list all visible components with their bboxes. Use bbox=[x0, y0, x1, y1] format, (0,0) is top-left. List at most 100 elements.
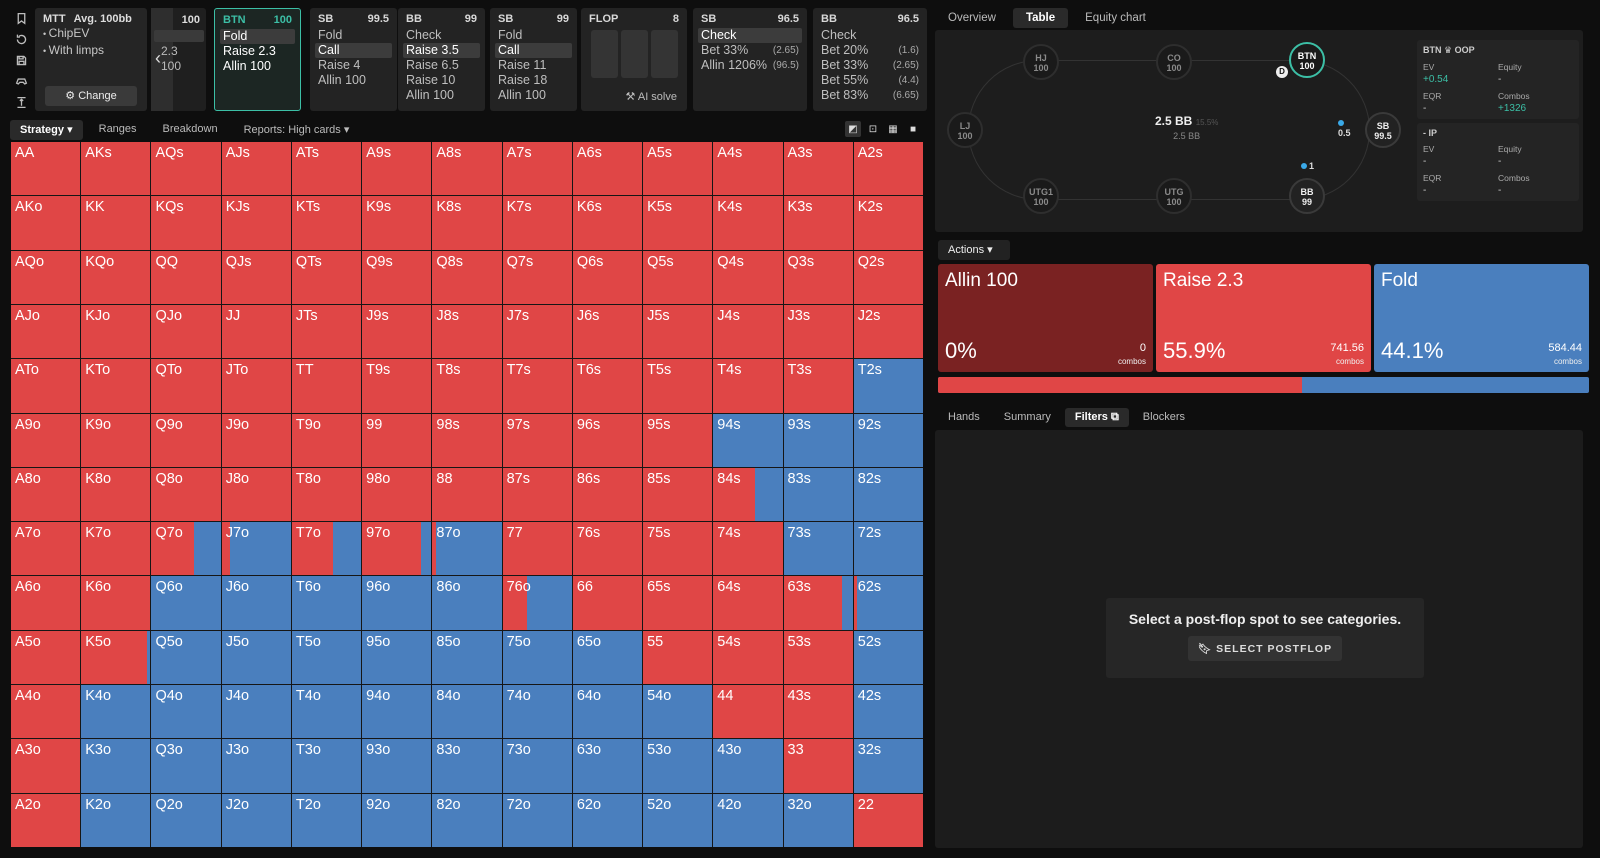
hand-cell[interactable]: 95o bbox=[362, 630, 432, 685]
ai-solve-button[interactable]: ⚒ AI solve bbox=[626, 90, 677, 103]
hand-cell[interactable]: J9o bbox=[221, 413, 291, 467]
hand-cell[interactable]: J3o bbox=[221, 739, 291, 793]
hand-cell[interactable]: T6o bbox=[291, 576, 362, 630]
action-box[interactable]: Raise 2.3 55.9% 741.56 combos bbox=[1156, 264, 1371, 372]
action-option[interactable]: Allin 100 bbox=[318, 73, 366, 87]
action-option[interactable]: Raise 3.5 bbox=[403, 43, 480, 58]
gamepad-icon[interactable] bbox=[13, 73, 29, 89]
action-option[interactable]: Call bbox=[315, 43, 392, 58]
contrast-icon[interactable]: ◩ bbox=[845, 121, 861, 137]
tab-blockers[interactable]: Blockers bbox=[1142, 411, 1185, 423]
flop-column[interactable]: FLOP 8 ⚒ AI solve bbox=[581, 8, 687, 111]
seat-lj[interactable]: LJ 100 bbox=[947, 112, 983, 148]
tab-table[interactable]: Table bbox=[1012, 8, 1069, 28]
hand-cell[interactable]: Q5s bbox=[643, 250, 713, 304]
hand-cell[interactable]: Q9o bbox=[151, 413, 221, 467]
action-option[interactable]: Raise 6.5 bbox=[406, 58, 459, 72]
hand-cell[interactable]: 32o bbox=[783, 793, 853, 847]
hand-cell[interactable]: A6s bbox=[572, 142, 643, 196]
hand-cell[interactable]: Q8s bbox=[432, 250, 502, 304]
hand-cell[interactable]: JTo bbox=[221, 359, 291, 413]
hand-cell[interactable]: 73s bbox=[783, 522, 853, 576]
hand-cell[interactable]: 62o bbox=[572, 793, 643, 847]
hand-cell[interactable]: A8s bbox=[432, 142, 502, 196]
action-option[interactable]: Allin 100 bbox=[406, 88, 454, 102]
hand-cell[interactable]: 53s bbox=[783, 630, 853, 685]
seat-bb[interactable]: BB 99 bbox=[1289, 178, 1325, 214]
hand-cell[interactable]: 72s bbox=[853, 522, 923, 576]
hand-cell[interactable]: 98o bbox=[362, 467, 432, 522]
hand-cell[interactable]: T8s bbox=[432, 359, 502, 413]
hand-cell[interactable]: J7s bbox=[502, 304, 572, 359]
hand-cell[interactable]: ATo bbox=[11, 359, 81, 413]
history-nav[interactable]: ‹ 100 2.3 100 bbox=[151, 8, 206, 111]
hand-cell[interactable]: Q7s bbox=[502, 250, 572, 304]
hand-cell[interactable]: K2o bbox=[81, 793, 151, 847]
hand-cell[interactable]: KQo bbox=[81, 250, 151, 304]
hand-cell[interactable]: A2s bbox=[853, 142, 923, 196]
hand-cell[interactable]: 82s bbox=[853, 467, 923, 522]
hand-cell[interactable]: T8o bbox=[291, 467, 362, 522]
hand-cell[interactable]: 92s bbox=[853, 413, 923, 467]
hand-cell[interactable]: 84s bbox=[713, 467, 783, 522]
action-column-sb[interactable]: SB 99.5 Fold Call Raise 4 Allin 100 bbox=[310, 8, 397, 111]
flop-card-2[interactable] bbox=[621, 30, 648, 78]
hand-cell[interactable]: KQs bbox=[151, 196, 221, 250]
hand-cell[interactable]: 93s bbox=[783, 413, 853, 467]
hand-cell[interactable]: Q3o bbox=[151, 739, 221, 793]
seat-co[interactable]: CO 100 bbox=[1156, 44, 1192, 80]
select-postflop-button[interactable]: 🔖︎ SELECT POSTFLOP bbox=[1187, 636, 1343, 661]
flop-card-1[interactable] bbox=[591, 30, 618, 78]
action-option[interactable]: Raise 2.3 bbox=[223, 44, 276, 58]
hand-cell[interactable]: Q6s bbox=[572, 250, 643, 304]
hand-cell[interactable]: 33 bbox=[783, 739, 853, 793]
action-option[interactable]: Allin 100 bbox=[223, 59, 271, 73]
hand-cell[interactable]: A9o bbox=[11, 413, 81, 467]
hand-cell[interactable]: 88 bbox=[432, 467, 502, 522]
hand-cell[interactable]: AJo bbox=[11, 304, 81, 359]
seat-btn[interactable]: BTN 100 bbox=[1289, 42, 1325, 78]
tab-hands[interactable]: Hands bbox=[948, 411, 980, 423]
hand-cell[interactable]: 53o bbox=[643, 739, 713, 793]
action-option[interactable]: Raise 18 bbox=[498, 73, 548, 87]
action-box[interactable]: Allin 100 0% 0 combos bbox=[938, 264, 1153, 372]
hand-cell[interactable]: 72o bbox=[502, 793, 572, 847]
hand-cell[interactable]: T6s bbox=[572, 359, 643, 413]
hand-cell[interactable]: A7s bbox=[502, 142, 572, 196]
action-option[interactable]: Bet 33% (2.65) bbox=[818, 58, 922, 73]
compact-icon[interactable]: ⊡ bbox=[868, 123, 878, 135]
actions-dropdown[interactable]: Actions ▾ bbox=[938, 240, 1010, 260]
tab-breakdown[interactable]: Breakdown bbox=[162, 123, 218, 135]
hand-cell[interactable]: 84o bbox=[432, 685, 502, 739]
hand-cell[interactable]: QTs bbox=[291, 250, 362, 304]
tab-ranges[interactable]: Ranges bbox=[98, 123, 137, 135]
action-option[interactable]: Check bbox=[406, 28, 442, 42]
hand-cell[interactable]: K6s bbox=[572, 196, 643, 250]
hand-cell[interactable]: K4s bbox=[713, 196, 783, 250]
seat-hj[interactable]: HJ 100 bbox=[1023, 44, 1059, 80]
hand-cell[interactable]: TT bbox=[291, 359, 362, 413]
hand-cell[interactable]: 74s bbox=[713, 522, 783, 576]
grid-icon[interactable]: ▦ bbox=[888, 123, 898, 135]
hand-cell[interactable]: A2o bbox=[11, 793, 81, 847]
hand-cell[interactable]: 63o bbox=[572, 739, 643, 793]
hand-cell[interactable]: 92o bbox=[362, 793, 432, 847]
hand-cell[interactable]: J3s bbox=[783, 304, 853, 359]
hand-cell[interactable]: 54s bbox=[713, 630, 783, 685]
action-box[interactable]: Fold 44.1% 584.44 combos bbox=[1374, 264, 1589, 372]
hand-cell[interactable]: 96o bbox=[362, 576, 432, 630]
hand-cell[interactable]: QTo bbox=[151, 359, 221, 413]
action-column-sb[interactable]: SB 99 Fold Call Raise 11 Raise 18 Allin 100 bbox=[490, 8, 577, 111]
hand-cell[interactable]: 42o bbox=[713, 793, 783, 847]
hand-cell[interactable]: T9s bbox=[362, 359, 432, 413]
hand-cell[interactable]: Q4s bbox=[713, 250, 783, 304]
hand-cell[interactable]: J2o bbox=[221, 793, 291, 847]
hand-cell[interactable]: 86s bbox=[572, 467, 643, 522]
hand-cell[interactable]: T5s bbox=[643, 359, 713, 413]
hand-cell[interactable]: ATs bbox=[291, 142, 362, 196]
hand-cell[interactable]: J5s bbox=[643, 304, 713, 359]
hand-cell[interactable]: 83o bbox=[432, 739, 502, 793]
tab-strategy[interactable]: Strategy ▾ bbox=[10, 120, 83, 140]
hand-cell[interactable]: 43s bbox=[783, 685, 853, 739]
hand-cell[interactable]: 62s bbox=[853, 576, 923, 630]
